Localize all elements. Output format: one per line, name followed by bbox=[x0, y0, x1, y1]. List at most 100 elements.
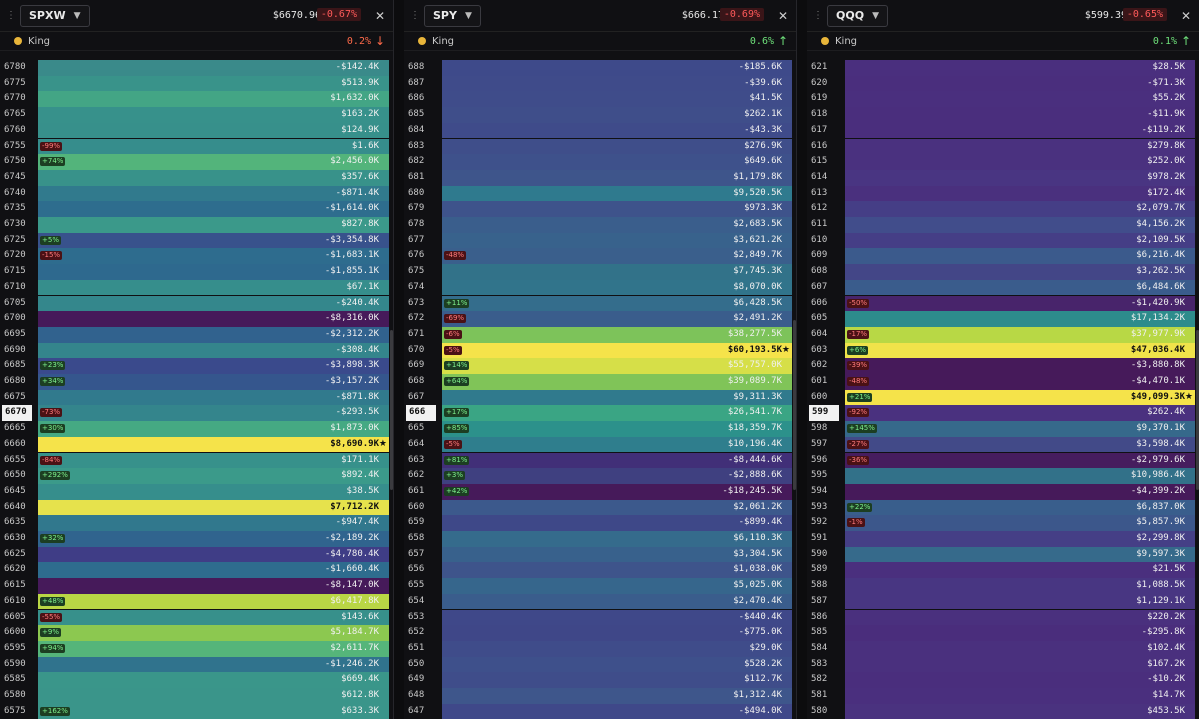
strike-row[interactable]: 6715 -$1,855.1K bbox=[0, 264, 393, 280]
strike-row[interactable]: 676 -48% $2,849.7K bbox=[404, 248, 796, 265]
strike-row[interactable]: 664 -5% $10,196.4K bbox=[404, 436, 796, 453]
strike-row[interactable]: 586 $220.2K bbox=[807, 609, 1199, 626]
strike-row[interactable]: 601 -48% -$4,470.1K bbox=[807, 374, 1199, 390]
strike-row[interactable]: 6745 $357.6K bbox=[0, 169, 393, 186]
strike-row[interactable]: 6630 +32% -$2,189.2K bbox=[0, 531, 393, 547]
strike-row[interactable]: 607 $6,484.6K bbox=[807, 279, 1199, 296]
strike-row[interactable]: 598 +145% $9,370.1K bbox=[807, 421, 1199, 437]
strike-row[interactable]: 663 +81% -$8,444.6K bbox=[404, 452, 796, 469]
strike-row[interactable]: 603 +6% $47,036.4K bbox=[807, 342, 1199, 359]
strike-row[interactable]: 688 -$185.6K bbox=[404, 60, 796, 76]
strike-row[interactable]: 600 +21% $49,099.3K ★ bbox=[807, 389, 1199, 406]
strike-row[interactable]: 6680 +34% -$3,157.2K bbox=[0, 374, 393, 390]
strike-row[interactable]: 651 $29.0K bbox=[404, 640, 796, 657]
strike-row[interactable]: 599 -92% $262.4K bbox=[807, 405, 1199, 422]
strike-row[interactable]: 6685 +23% -$3,898.3K bbox=[0, 358, 393, 374]
strike-row[interactable]: 592 -1% $5,857.9K bbox=[807, 515, 1199, 531]
strike-row[interactable]: 685 $262.1K bbox=[404, 107, 796, 123]
strike-row[interactable]: 597 -27% $3,598.4K bbox=[807, 436, 1199, 453]
strike-row[interactable]: 6770 $1,632.0K bbox=[0, 91, 393, 108]
close-panel-icon[interactable]: ✕ bbox=[374, 9, 385, 23]
close-panel-icon[interactable]: ✕ bbox=[1180, 9, 1191, 23]
strike-row[interactable]: 665 +85% $18,359.7K bbox=[404, 421, 796, 437]
strike-row[interactable]: 619 $55.2K bbox=[807, 91, 1199, 108]
strike-row[interactable]: 613 $172.4K bbox=[807, 185, 1199, 202]
strike-row[interactable]: 591 $2,299.8K bbox=[807, 531, 1199, 547]
strike-row[interactable]: 594 -$4,399.2K bbox=[807, 483, 1199, 500]
strike-row[interactable]: 686 $41.5K bbox=[404, 91, 796, 108]
strike-row[interactable]: 617 -$119.2K bbox=[807, 122, 1199, 139]
strike-row[interactable]: 580 $453.5K bbox=[807, 703, 1199, 719]
strike-row[interactable]: 6645 $38.5K bbox=[0, 483, 393, 500]
strike-row[interactable]: 6655 -84% $171.1K bbox=[0, 452, 393, 469]
strike-row[interactable]: 608 $3,262.5K bbox=[807, 264, 1199, 280]
strike-row[interactable]: 6580 $612.8K bbox=[0, 688, 393, 704]
strike-row[interactable]: 581 $14.7K bbox=[807, 688, 1199, 704]
strike-row[interactable]: 6610 +48% $6,417.8K bbox=[0, 593, 393, 610]
strike-row[interactable]: 680 $9,520.5K bbox=[404, 185, 796, 202]
strike-row[interactable]: 677 $3,621.2K bbox=[404, 232, 796, 249]
strike-row[interactable]: 648 $1,312.4K bbox=[404, 688, 796, 704]
strike-row[interactable]: 6700 -$8,316.0K bbox=[0, 311, 393, 327]
strike-row[interactable]: 6725 +5% -$3,354.8K bbox=[0, 232, 393, 249]
scrollbar[interactable] bbox=[1196, 330, 1199, 490]
strike-row[interactable]: 678 $2,683.5K bbox=[404, 217, 796, 233]
strike-row[interactable]: 6590 -$1,246.2K bbox=[0, 656, 393, 673]
strike-row[interactable]: 662 +3% -$2,888.6K bbox=[404, 468, 796, 484]
strike-row[interactable]: 655 $5,025.0K bbox=[404, 578, 796, 594]
strike-row[interactable]: 6710 $67.1K bbox=[0, 279, 393, 296]
strike-row[interactable]: 654 $2,470.4K bbox=[404, 593, 796, 610]
strike-row[interactable]: 587 $1,129.1K bbox=[807, 593, 1199, 610]
strike-row[interactable]: 620 -$71.3K bbox=[807, 75, 1199, 92]
strike-row[interactable]: 653 -$440.4K bbox=[404, 609, 796, 626]
strike-row[interactable]: 6595 +94% $2,611.7K bbox=[0, 640, 393, 657]
strike-row[interactable]: 604 -17% $37,977.9K bbox=[807, 326, 1199, 343]
strike-row[interactable]: 589 $21.5K bbox=[807, 562, 1199, 579]
strike-row[interactable]: 6740 -$871.4K bbox=[0, 185, 393, 202]
strike-row[interactable]: 6635 -$947.4K bbox=[0, 515, 393, 531]
strike-row[interactable]: 6670 -73% -$293.5K bbox=[0, 405, 393, 422]
strike-row[interactable]: 682 $649.6K bbox=[404, 154, 796, 170]
scrollbar[interactable] bbox=[793, 320, 796, 490]
ticker-select[interactable]: SPXW ▼ bbox=[20, 4, 90, 27]
drag-handle-icon[interactable]: ⋮⋮ bbox=[410, 9, 430, 21]
drag-handle-icon[interactable]: ⋮⋮ bbox=[6, 9, 26, 21]
strike-row[interactable]: 590 $9,597.3K bbox=[807, 546, 1199, 563]
strike-row[interactable]: 611 $4,156.2K bbox=[807, 217, 1199, 233]
strike-row[interactable]: 6755 -99% $1.6K bbox=[0, 138, 393, 155]
strike-row[interactable]: 6585 $669.4K bbox=[0, 672, 393, 688]
strike-row[interactable]: 658 $6,110.3K bbox=[404, 531, 796, 547]
strike-row[interactable]: 6780 -$142.4K bbox=[0, 60, 393, 76]
ticker-select[interactable]: SPY ▼ bbox=[424, 4, 481, 27]
strike-row[interactable]: 6730 $827.8K bbox=[0, 217, 393, 233]
ticker-select[interactable]: QQQ ▼ bbox=[827, 4, 888, 27]
strike-row[interactable]: 609 $6,216.4K bbox=[807, 248, 1199, 265]
strike-row[interactable]: 6720 -15% -$1,683.1K bbox=[0, 248, 393, 265]
strike-row[interactable]: 652 -$775.0K bbox=[404, 625, 796, 641]
strike-row[interactable]: 675 $7,745.3K bbox=[404, 264, 796, 280]
strike-row[interactable]: 6705 -$240.4K bbox=[0, 295, 393, 312]
strike-row[interactable]: 6750 +74% $2,456.0K bbox=[0, 154, 393, 170]
strike-row[interactable]: 661 +42% -$18,245.5K bbox=[404, 483, 796, 500]
strike-row[interactable]: 672 -69% $2,491.2K bbox=[404, 311, 796, 327]
strike-row[interactable]: 615 $252.0K bbox=[807, 154, 1199, 170]
strike-row[interactable]: 660 $2,061.2K bbox=[404, 499, 796, 516]
strike-row[interactable]: 584 $102.4K bbox=[807, 640, 1199, 657]
strike-row[interactable]: 585 -$295.8K bbox=[807, 625, 1199, 641]
scrollbar[interactable] bbox=[390, 330, 393, 490]
strike-row[interactable]: 6620 -$1,660.4K bbox=[0, 562, 393, 579]
strike-row[interactable]: 6760 $124.9K bbox=[0, 122, 393, 139]
strike-row[interactable]: 6735 -$1,614.0K bbox=[0, 201, 393, 217]
strike-row[interactable]: 6625 -$4,780.4K bbox=[0, 546, 393, 563]
strike-row[interactable]: 650 $528.2K bbox=[404, 656, 796, 673]
strike-row[interactable]: 687 -$39.6K bbox=[404, 75, 796, 92]
strike-row[interactable]: 667 $9,311.3K bbox=[404, 389, 796, 406]
strike-row[interactable]: 616 $279.8K bbox=[807, 138, 1199, 155]
strike-row[interactable]: 612 $2,079.7K bbox=[807, 201, 1199, 217]
strike-row[interactable]: 6765 $163.2K bbox=[0, 107, 393, 123]
strike-row[interactable]: 621 $28.5K bbox=[807, 60, 1199, 76]
strike-row[interactable]: 649 $112.7K bbox=[404, 672, 796, 688]
strike-row[interactable]: 673 +11% $6,428.5K bbox=[404, 295, 796, 312]
strike-row[interactable]: 614 $978.2K bbox=[807, 169, 1199, 186]
strike-row[interactable]: 657 $3,304.5K bbox=[404, 546, 796, 563]
